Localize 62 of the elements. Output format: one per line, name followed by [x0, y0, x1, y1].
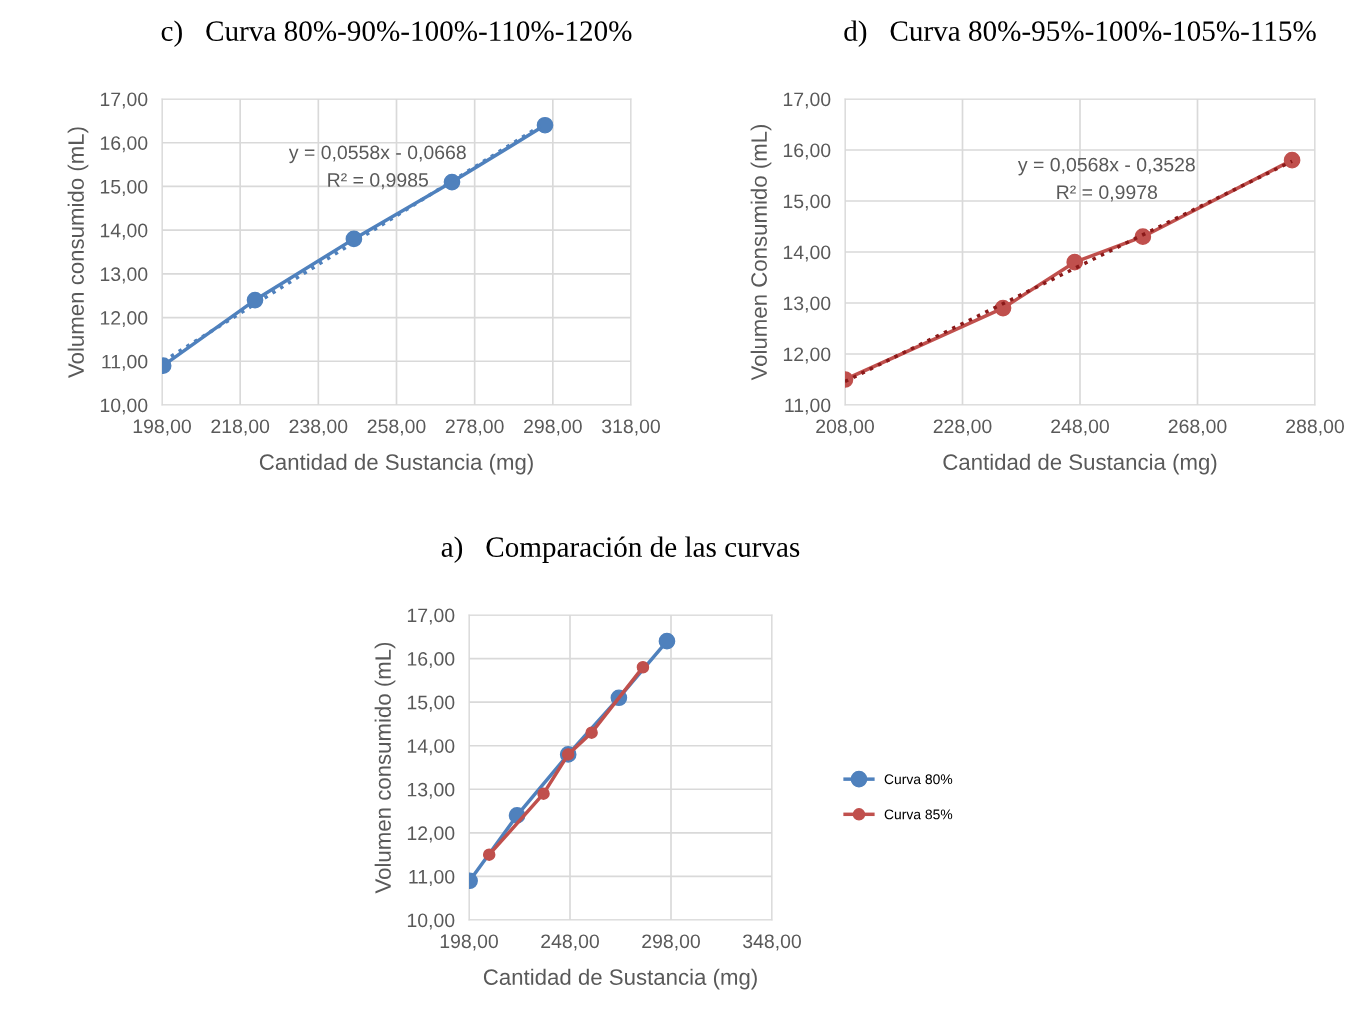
legend-label: Curva 85%	[884, 809, 953, 820]
x-tick-label: 208,00	[816, 419, 874, 436]
annotation: R² = 0,9978	[1057, 185, 1158, 202]
y-tick-label: 14,00	[783, 245, 831, 262]
y-tick-label: 12,00	[783, 347, 831, 364]
y-tick-label: 15,00	[783, 194, 831, 211]
y-tick-label: 17,00	[407, 608, 455, 625]
x-tick-label: 298,00	[642, 934, 700, 951]
x-tick-label: 218,00	[211, 419, 270, 436]
y-tick-label: 11,00	[785, 398, 831, 415]
x-axis-title: Cantidad de Sustancia (mg)	[943, 453, 1217, 475]
annotation: y = 0,0568x - 0,3528	[1017, 157, 1195, 176]
y-tick-label: 11,00	[409, 869, 455, 886]
x-tick-label: 248,00	[541, 934, 599, 951]
y-tick-label: 13,00	[783, 296, 831, 313]
annotation: R² = 0,9985	[328, 173, 428, 190]
annotation: y = 0,0558x - 0,0668	[288, 145, 466, 164]
y-tick-label: 15,00	[407, 695, 455, 712]
x-tick-label: 268,00	[1168, 419, 1227, 436]
y-tick-label: 15,00	[100, 179, 148, 196]
x-tick-label: 248,00	[1051, 419, 1109, 436]
chart-title: d) Curva 80%-95%-100%-105%-115%	[844, 20, 1316, 47]
y-axis-title: Volumen consumido (mL)	[67, 127, 89, 378]
x-tick-label: 198,00	[133, 419, 191, 436]
point	[1283, 151, 1301, 169]
y-tick-label: 16,00	[407, 652, 455, 669]
x-tick-label: 258,00	[367, 419, 426, 436]
point	[537, 787, 550, 800]
y-axis-title: Volumen Consumido (mL)	[750, 124, 772, 381]
point	[536, 116, 554, 134]
y-tick-label: 13,00	[100, 267, 148, 284]
chart-title: c) Curva 80%-90%-100%-110%-120%	[161, 20, 632, 47]
x-tick-label: 348,00	[743, 934, 801, 951]
point	[1066, 253, 1084, 271]
chart-title: a) Comparación de las curvas	[441, 536, 800, 563]
point	[585, 726, 598, 739]
x-axis-title: Cantidad de Sustancia (mg)	[483, 968, 757, 990]
y-tick-label: 11,00	[102, 354, 148, 371]
y-axis-title: Volumen consumido (mL)	[374, 642, 396, 894]
x-tick-label: 278,00	[445, 419, 504, 436]
y-tick-label: 16,00	[100, 136, 148, 153]
x-axis-title: Cantidad de Sustancia (mg)	[259, 453, 533, 475]
point	[482, 848, 496, 861]
y-tick-label: 17,00	[100, 92, 148, 109]
y-tick-label: 14,00	[100, 223, 148, 240]
point	[636, 661, 650, 674]
x-tick-label: 238,00	[289, 419, 348, 436]
x-tick-label: 228,00	[933, 419, 992, 436]
y-tick-label: 13,00	[407, 782, 455, 799]
y-tick-label: 17,00	[783, 92, 831, 109]
y-tick-label: 10,00	[100, 398, 148, 415]
y-tick-label: 12,00	[407, 826, 455, 843]
y-tick-label: 16,00	[783, 143, 831, 160]
x-tick-label: 198,00	[440, 934, 498, 951]
y-tick-label: 12,00	[100, 311, 148, 328]
point	[658, 632, 676, 650]
x-tick-label: 288,00	[1286, 419, 1344, 436]
legend-label: Curva 80%	[884, 774, 953, 785]
x-tick-label: 298,00	[524, 419, 582, 436]
y-tick-label: 14,00	[407, 739, 455, 756]
x-tick-label: 318,00	[602, 419, 660, 436]
y-tick-label: 10,00	[407, 913, 455, 930]
